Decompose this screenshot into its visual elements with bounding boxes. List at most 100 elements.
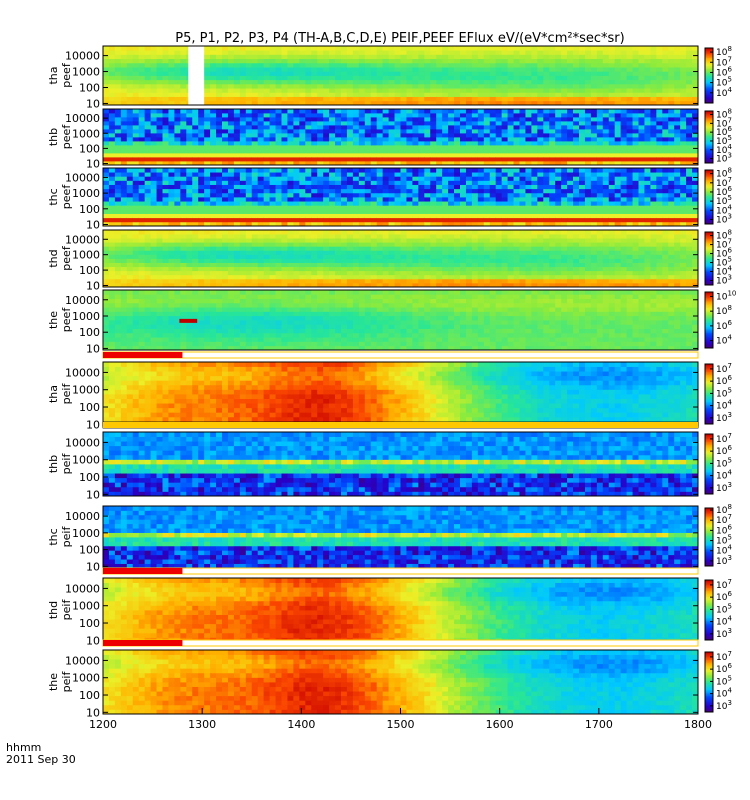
heatmap-cell xyxy=(543,109,550,114)
heatmap-cell xyxy=(471,221,479,227)
heatmap-cell xyxy=(180,180,187,185)
heatmap-cell xyxy=(263,88,270,93)
heatmap-cell xyxy=(263,75,270,81)
heatmap-cell xyxy=(174,242,181,247)
heatmap-cell xyxy=(299,117,306,122)
colorbar-segment xyxy=(705,190,713,192)
heatmap-cell xyxy=(567,217,574,223)
heatmap-cell xyxy=(114,184,122,190)
heatmap-cell xyxy=(251,67,259,72)
heatmap-cell xyxy=(590,157,598,162)
heatmap-cell xyxy=(656,176,663,181)
heatmap-cell xyxy=(489,50,497,55)
heatmap-cell xyxy=(311,157,318,162)
heatmap-cell xyxy=(620,213,627,219)
heatmap-cell xyxy=(692,54,699,60)
heatmap-cell xyxy=(233,282,241,288)
heatmap-cell xyxy=(132,246,140,251)
heatmap-cell xyxy=(430,54,437,60)
heatmap-cell xyxy=(341,161,348,166)
heatmap-cell xyxy=(329,168,336,173)
colorbar-segment xyxy=(705,142,713,144)
heatmap-cell xyxy=(114,209,122,214)
heatmap-cell xyxy=(465,117,473,122)
heatmap-cell xyxy=(263,125,270,130)
heatmap-cell xyxy=(150,262,157,268)
heatmap-cell xyxy=(543,145,550,150)
heatmap-cell xyxy=(352,141,360,146)
heatmap-cell xyxy=(281,117,288,122)
heatmap-cell xyxy=(210,278,217,284)
heatmap-cell xyxy=(477,79,485,85)
heatmap-cell xyxy=(311,129,318,134)
heatmap-cell xyxy=(471,117,479,122)
heatmap-cell xyxy=(239,133,247,138)
heatmap-cell xyxy=(227,153,235,158)
heatmap-cell xyxy=(382,161,389,166)
heatmap-cell xyxy=(573,145,580,150)
heatmap-cell xyxy=(531,121,538,126)
heatmap-cell xyxy=(376,83,384,89)
heatmap-cell xyxy=(418,192,425,198)
heatmap-cell xyxy=(400,184,407,190)
heatmap-cell xyxy=(489,109,497,114)
heatmap-cell xyxy=(233,250,241,255)
heatmap-cell xyxy=(120,153,128,158)
heatmap-cell xyxy=(341,79,348,85)
heatmap-cell xyxy=(180,67,187,72)
heatmap-cell xyxy=(448,153,455,158)
heatmap-cell xyxy=(561,153,568,158)
heatmap-cell xyxy=(519,201,526,206)
heatmap-cell xyxy=(471,192,479,198)
heatmap-cell xyxy=(537,71,544,76)
heatmap-cell xyxy=(507,172,514,177)
heatmap-cell xyxy=(114,274,122,280)
heatmap-cell xyxy=(305,157,312,162)
heatmap-cell xyxy=(620,133,627,138)
heatmap-cell xyxy=(126,254,134,259)
heatmap-cell xyxy=(317,79,324,85)
heatmap-cell xyxy=(257,168,265,173)
heatmap-cell xyxy=(126,258,134,263)
heatmap-cell xyxy=(216,67,223,72)
heatmap-cell xyxy=(287,100,294,106)
heatmap-cell xyxy=(567,213,574,219)
heatmap-cell xyxy=(346,62,354,68)
heatmap-cell xyxy=(388,54,395,60)
heatmap-cell xyxy=(138,205,146,210)
heatmap-cell xyxy=(638,129,645,134)
heatmap-cell xyxy=(543,213,550,219)
heatmap-cell xyxy=(489,197,497,202)
heatmap-cell xyxy=(454,67,461,72)
heatmap-cell xyxy=(239,96,247,102)
heatmap-cell xyxy=(632,58,639,64)
heatmap-cell xyxy=(222,113,229,118)
heatmap-cell xyxy=(549,54,556,60)
heatmap-cell xyxy=(174,88,181,93)
heatmap-cell xyxy=(341,201,348,206)
heatmap-cell xyxy=(442,113,449,118)
heatmap-cell xyxy=(507,50,514,55)
heatmap-cell xyxy=(537,168,544,173)
heatmap-cell xyxy=(489,92,497,97)
heatmap-cell xyxy=(287,88,294,93)
heatmap-cell xyxy=(275,71,282,76)
heatmap-cell xyxy=(525,209,532,214)
heatmap-cell xyxy=(608,168,616,173)
heatmap-cell xyxy=(549,137,556,142)
heatmap-cell xyxy=(120,129,128,134)
heatmap-cell xyxy=(418,75,425,81)
heatmap-cell xyxy=(579,157,586,162)
heatmap-cell xyxy=(341,246,348,251)
heatmap-cell xyxy=(263,270,270,276)
heatmap-cell xyxy=(680,157,687,162)
heatmap-cell xyxy=(311,266,318,272)
heatmap-cell xyxy=(483,184,491,190)
heatmap-cell xyxy=(602,192,610,198)
heatmap-cell xyxy=(299,129,306,134)
heatmap-cell xyxy=(602,50,610,55)
heatmap-cell xyxy=(501,54,508,60)
heatmap-cell xyxy=(245,109,253,114)
heatmap-cell xyxy=(358,125,366,130)
heatmap-cell xyxy=(388,67,395,72)
